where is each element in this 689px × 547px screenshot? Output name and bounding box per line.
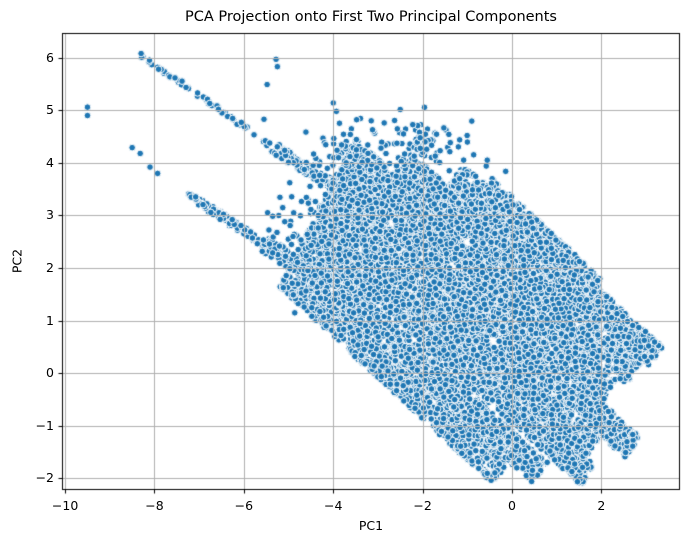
- x-tick-label: −2: [413, 498, 432, 513]
- x-tick-label: 0: [507, 498, 516, 513]
- x-tick-label: −10: [51, 498, 79, 513]
- chart-title: PCA Projection onto First Two Principal …: [185, 9, 557, 25]
- x-tick-label: −6: [234, 498, 254, 513]
- x-tick-label: −4: [324, 498, 343, 513]
- y-tick-label: 0: [46, 365, 54, 381]
- y-tick-label: −1: [35, 417, 54, 433]
- x-tick-label: −8: [145, 498, 164, 513]
- y-tick-label: 1: [46, 312, 54, 328]
- y-tick-label: 6: [46, 49, 54, 65]
- y-tick-label: 4: [46, 154, 54, 170]
- x-tick-label: 2: [597, 498, 606, 513]
- y-tick-label: 5: [46, 102, 54, 118]
- y-tick-label: 2: [46, 260, 54, 276]
- y-tick-label: 3: [46, 207, 54, 223]
- y-tick-label: −2: [35, 470, 54, 486]
- x-axis-label: PC1: [358, 518, 384, 533]
